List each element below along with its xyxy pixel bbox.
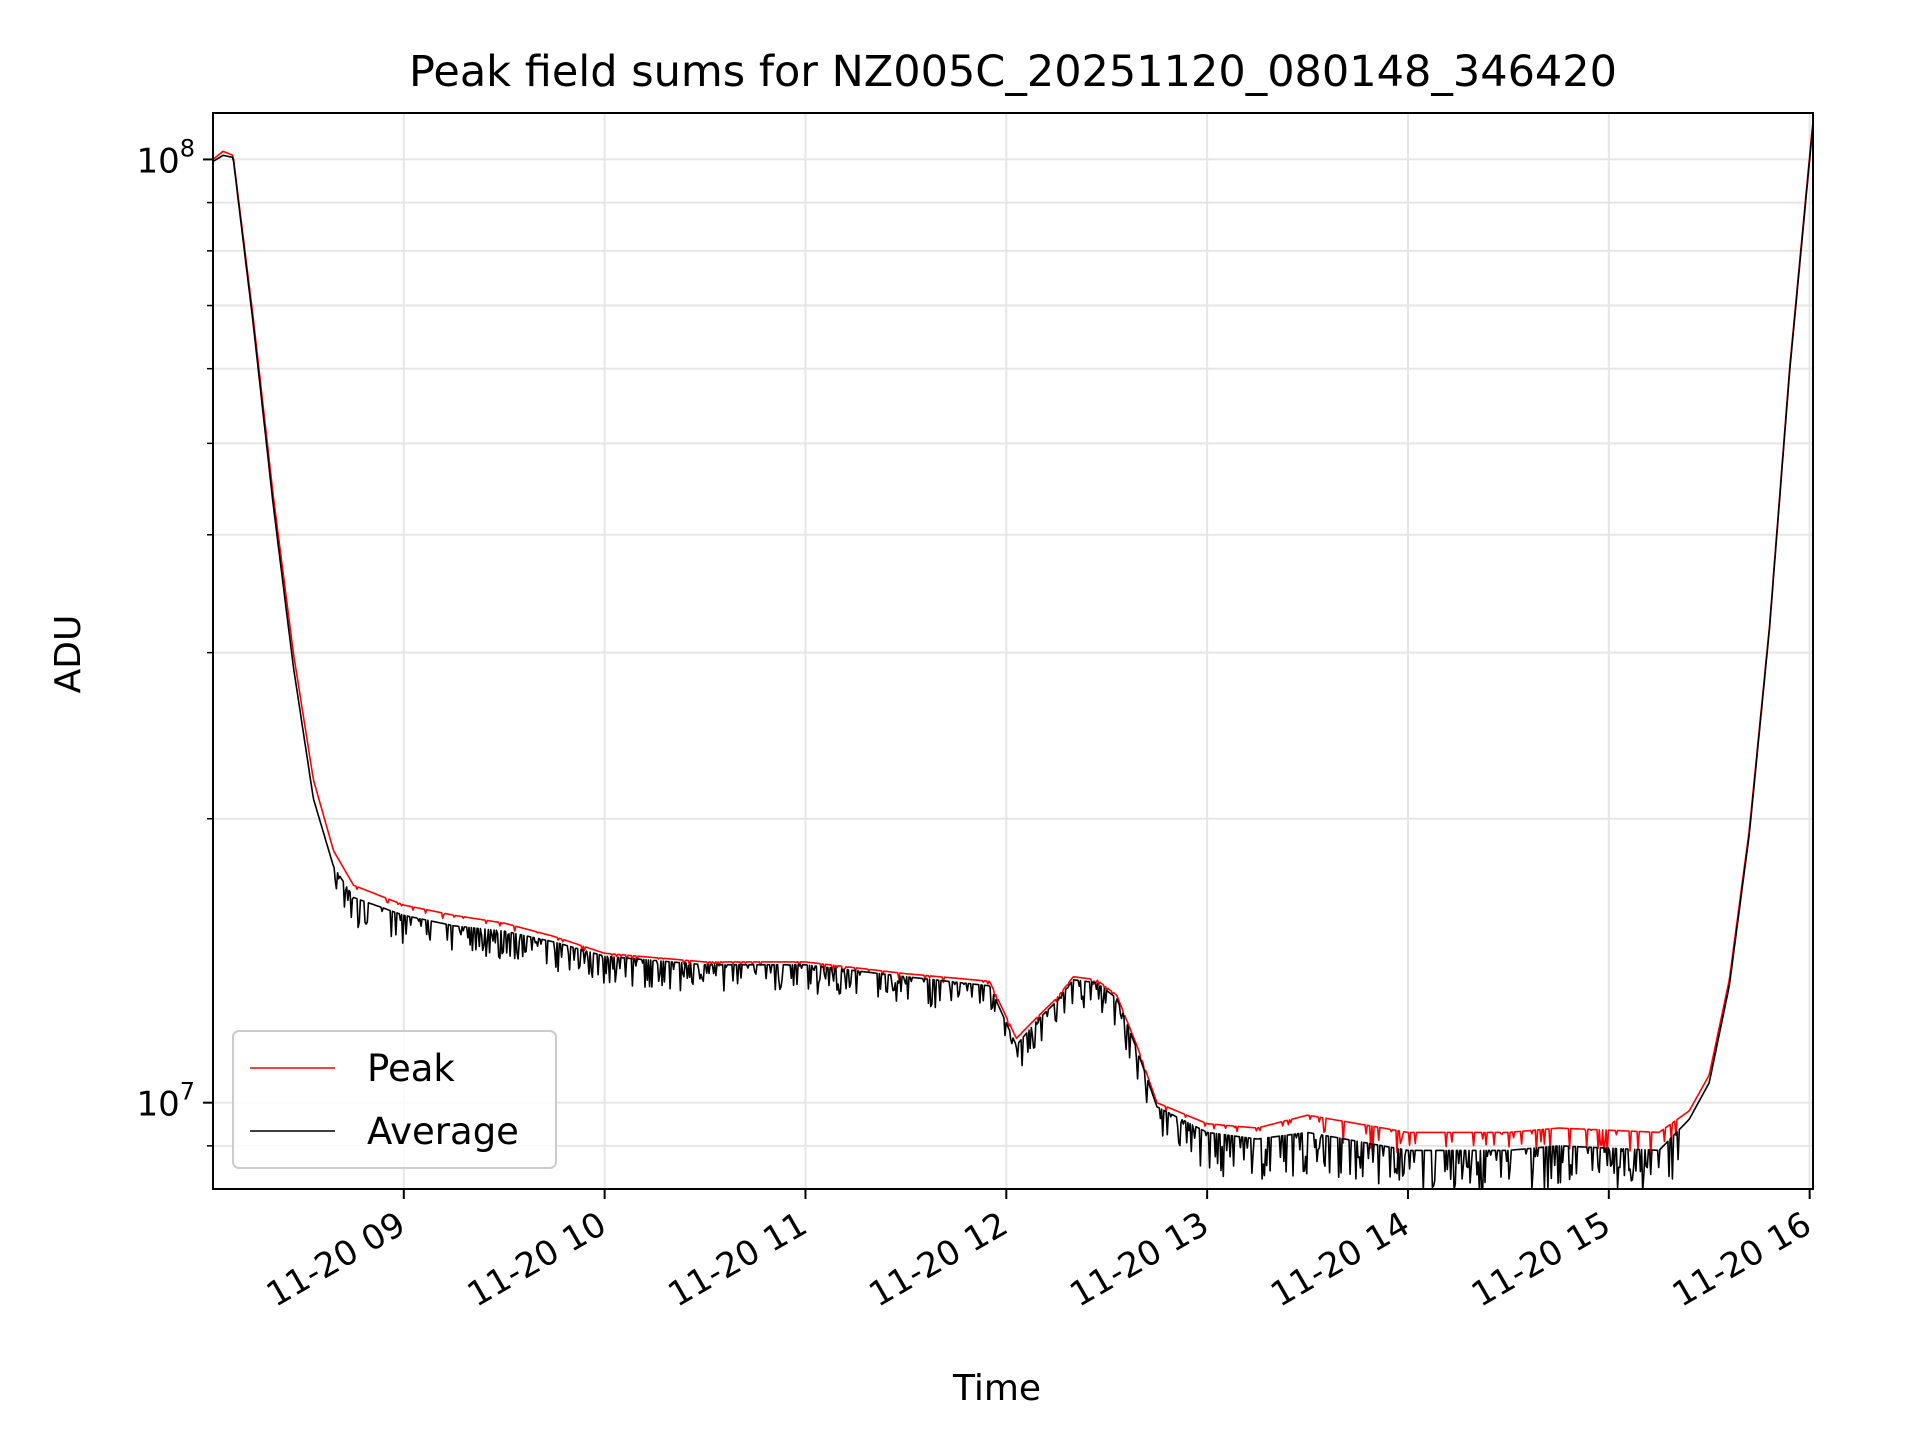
chart-title: Peak field sums for NZ005C_20251120_0801…: [409, 47, 1617, 97]
plot-frame: [212, 112, 1814, 1190]
series-line-peak: [213, 120, 1813, 1157]
y-axis-label: ADU: [48, 615, 89, 694]
series-area: [213, 120, 1813, 1189]
legend: Peak Average: [232, 1030, 557, 1169]
legend-box: [232, 1030, 557, 1169]
legend-label-average: Average: [367, 1110, 519, 1153]
series-line-average: [213, 124, 1813, 1189]
x-axis-label: Time: [952, 1368, 1041, 1409]
y-tick-label: 107: [136, 1078, 195, 1125]
y-tick-label: 108: [136, 134, 195, 181]
legend-label-peak: Peak: [367, 1047, 455, 1090]
